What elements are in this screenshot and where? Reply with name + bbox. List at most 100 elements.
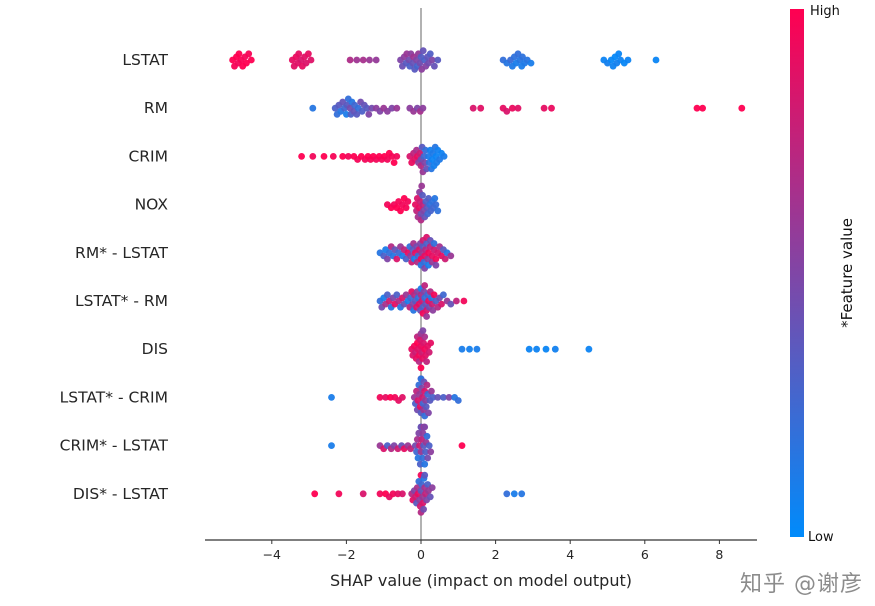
shap-point	[243, 59, 250, 67]
shap-point	[363, 104, 371, 112]
feature-label: NOX	[135, 196, 169, 214]
shap-point	[510, 490, 518, 498]
shap-point	[423, 165, 430, 173]
shap-point	[434, 56, 442, 64]
feature-label: RM* - LSTAT	[75, 244, 168, 262]
shap-point	[699, 104, 706, 112]
shap-point	[425, 409, 432, 417]
shap-point	[311, 490, 319, 498]
shap-point	[445, 394, 453, 401]
feature-row-lstat-rm: LSTAT* - RM	[75, 282, 468, 320]
x-tick-label: −4	[263, 547, 281, 562]
feature-row-dis-lstat: DIS* - LSTAT	[73, 471, 526, 516]
shap-point	[624, 56, 632, 64]
colorbar-title-wrap: *Feature value	[838, 0, 856, 546]
shap-point	[407, 445, 414, 453]
shap-point	[509, 104, 516, 112]
feature-label: RM	[144, 99, 168, 117]
shap-point	[440, 394, 447, 401]
shap-point	[432, 201, 440, 209]
shap-point	[423, 432, 431, 440]
colorbar-low-label: Low	[808, 530, 834, 545]
shap-point	[335, 490, 343, 498]
colorbar-title: *Feature value	[838, 218, 856, 328]
shap-point	[431, 62, 438, 70]
shap-point	[372, 56, 380, 64]
x-tick-label: 0	[417, 547, 425, 562]
shap-point	[434, 207, 442, 215]
shap-point	[423, 313, 430, 320]
shap-point	[426, 493, 434, 501]
shap-point	[382, 394, 389, 401]
shap-point	[525, 345, 533, 353]
shap-point	[423, 381, 431, 389]
shap-point	[519, 53, 526, 61]
x-tick-label: 6	[641, 547, 649, 562]
shap-point	[353, 111, 361, 118]
colorbar-high-label: High	[810, 4, 840, 19]
shap-point	[428, 387, 435, 395]
shap-point	[359, 490, 367, 498]
feature-label: LSTAT	[122, 51, 168, 69]
feature-row-crim: CRIM	[128, 143, 448, 176]
feature-label: CRIM	[128, 147, 168, 165]
feature-row-rm: RM	[144, 95, 746, 118]
shap-point	[429, 394, 437, 401]
colorbar-gradient	[790, 9, 804, 537]
shap-point	[533, 345, 540, 353]
shap-point	[421, 460, 429, 468]
shap-point	[477, 104, 485, 112]
shap-point	[235, 50, 243, 58]
shap-point	[359, 56, 367, 64]
shap-point	[339, 153, 347, 160]
shap-point	[518, 490, 526, 498]
shap-point	[329, 153, 337, 160]
feature-row-dis: DIS	[142, 327, 593, 372]
shap-point	[458, 345, 466, 353]
x-tick-label: −2	[337, 547, 355, 562]
x-tick-label: 8	[715, 547, 723, 562]
feature-row-nox: NOX	[135, 182, 442, 224]
shap-point	[376, 490, 384, 498]
shap-point	[320, 153, 328, 160]
shap-point	[421, 471, 429, 479]
shap-point	[429, 306, 437, 314]
shap-point	[309, 104, 317, 112]
shap-point	[328, 442, 335, 449]
shap-point	[434, 394, 442, 401]
watermark: 知乎 @谢彦	[740, 572, 863, 597]
shap-point	[393, 291, 401, 299]
feature-label: LSTAT* - CRIM	[60, 388, 168, 406]
shap-point	[548, 104, 555, 112]
shap-point	[416, 59, 424, 67]
shap-point	[353, 56, 361, 64]
shap-point	[466, 345, 473, 353]
shap-point	[389, 490, 397, 498]
shap-point	[365, 111, 373, 118]
shap-point	[366, 56, 373, 64]
shap-point	[399, 394, 406, 401]
shap-point	[418, 182, 426, 190]
shap-point	[427, 339, 435, 347]
shap-point	[428, 56, 436, 64]
shap-point	[527, 59, 535, 67]
shap-point	[388, 153, 396, 160]
shap-point	[422, 146, 429, 154]
feature-row-rm-lstat: RM* - LSTAT	[75, 233, 455, 272]
shap-point	[441, 255, 449, 263]
shap-point	[419, 327, 427, 334]
shap-point	[540, 104, 548, 112]
shap-point	[305, 50, 312, 58]
shap-point	[551, 345, 559, 353]
shap-point	[447, 300, 455, 308]
shap-point	[432, 261, 440, 269]
feature-row-crim-lstat: CRIM* - LSTAT	[60, 423, 466, 468]
shap-point	[393, 255, 401, 263]
shap-point	[652, 56, 660, 64]
shap-point	[388, 104, 396, 112]
shap-point	[346, 56, 354, 64]
shap-point	[247, 56, 255, 64]
shap-point	[432, 255, 440, 263]
shap-point	[419, 191, 426, 199]
shap-point	[440, 291, 447, 299]
